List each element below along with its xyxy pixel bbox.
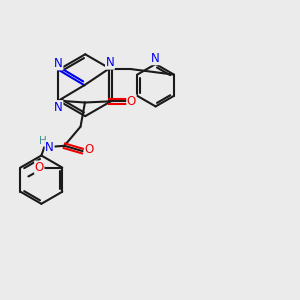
Text: N: N bbox=[45, 141, 54, 154]
Text: H: H bbox=[39, 136, 47, 146]
Text: N: N bbox=[106, 56, 114, 69]
Text: O: O bbox=[127, 95, 136, 108]
Text: N: N bbox=[54, 57, 63, 70]
Text: O: O bbox=[84, 143, 94, 156]
Text: N: N bbox=[54, 101, 63, 114]
Text: O: O bbox=[35, 161, 44, 174]
Text: N: N bbox=[151, 52, 160, 64]
